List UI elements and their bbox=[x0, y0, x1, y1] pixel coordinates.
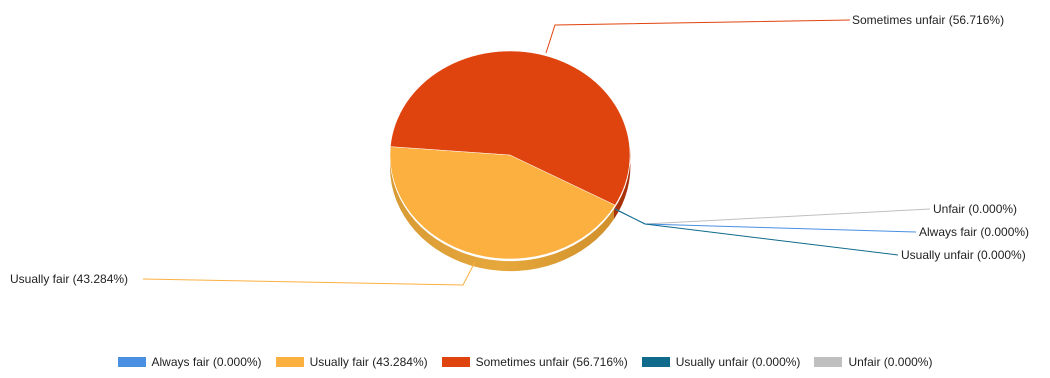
leader-lines bbox=[142, 19, 931, 286]
slice-label-sometimes-unfair: Sometimes unfair (56.716%) bbox=[852, 13, 1004, 27]
leader-line-usually-unfair bbox=[614, 208, 899, 256]
legend-item-usually-unfair: Usually unfair (0.000%) bbox=[641, 355, 801, 369]
pie-slice-sometimes-unfair bbox=[390, 50, 631, 206]
legend-swatch-usually-unfair bbox=[641, 357, 670, 367]
chart-legend: Always fair (0.000%) Usually fair (43.28… bbox=[0, 355, 1050, 369]
slice-label-usually-unfair: Usually unfair (0.000%) bbox=[901, 248, 1026, 262]
slice-label-unfair: Unfair (0.000%) bbox=[933, 202, 1017, 216]
legend-item-unfair: Unfair (0.000%) bbox=[814, 355, 932, 369]
pie-slices bbox=[389, 50, 631, 260]
pie-chart-svg: Sometimes unfair (56.716%) Usually fair … bbox=[10, 13, 1029, 286]
legend-swatch-sometimes-unfair bbox=[441, 357, 470, 367]
legend-item-sometimes-unfair: Sometimes unfair (56.716%) bbox=[441, 355, 628, 369]
legend-label-usually-unfair: Usually unfair (0.000%) bbox=[675, 355, 801, 369]
slice-label-always-fair: Always fair (0.000%) bbox=[919, 225, 1029, 239]
legend-swatch-usually-fair bbox=[275, 357, 304, 367]
slice-labels: Sometimes unfair (56.716%) Usually fair … bbox=[10, 13, 1029, 286]
legend-label-usually-fair: Usually fair (43.284%) bbox=[309, 355, 428, 369]
pie-rim-red bbox=[614, 148, 631, 219]
leader-line-usually-fair bbox=[142, 261, 476, 286]
legend-item-usually-fair: Usually fair (43.284%) bbox=[275, 355, 428, 369]
legend-swatch-always-fair bbox=[117, 357, 146, 367]
leader-line-unfair bbox=[614, 208, 931, 225]
leader-line-sometimes-unfair bbox=[545, 19, 851, 54]
legend-label-unfair: Unfair (0.000%) bbox=[848, 355, 933, 369]
legend-label-sometimes-unfair: Sometimes unfair (56.716%) bbox=[475, 355, 628, 369]
legend-swatch-unfair bbox=[814, 357, 843, 367]
legend-label-always-fair: Always fair (0.000%) bbox=[151, 355, 262, 369]
pie-slice-usually-fair bbox=[389, 146, 616, 260]
slice-label-usually-fair: Usually fair (43.284%) bbox=[10, 272, 128, 286]
legend-item-always-fair: Always fair (0.000%) bbox=[117, 355, 262, 369]
